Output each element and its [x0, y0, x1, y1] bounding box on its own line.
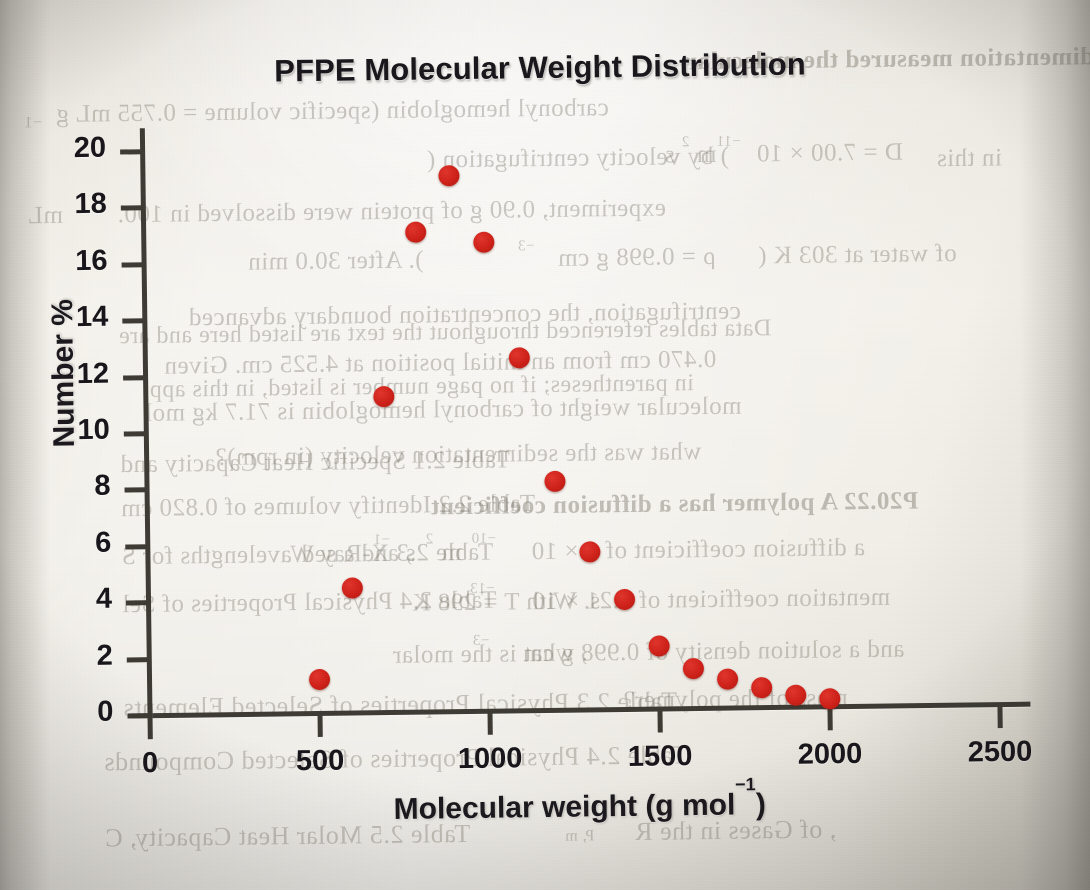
x-axis-tick — [827, 706, 833, 731]
x-axis-tick — [147, 715, 153, 740]
data-point — [508, 347, 530, 369]
y-axis-tick-label: 8 — [94, 470, 111, 503]
data-point — [784, 684, 806, 707]
y-axis-line — [139, 128, 153, 720]
data-point — [648, 635, 670, 658]
x-axis-tick-label: 2500 — [967, 735, 1033, 769]
data-point — [372, 385, 394, 407]
y-axis-tick-label: 14 — [75, 300, 109, 334]
x-axis-tick — [997, 704, 1003, 729]
data-point — [437, 164, 460, 187]
y-axis-tick-label: 6 — [94, 526, 112, 559]
data-point — [543, 470, 566, 493]
y-axis-tick — [126, 600, 151, 606]
x-axis-tick — [487, 710, 493, 735]
y-axis-tick — [123, 431, 148, 437]
x-axis-tick — [317, 712, 323, 737]
y-axis-tick-label: 4 — [95, 582, 113, 616]
y-axis-tick-label: 2 — [96, 639, 113, 672]
y-axis-tick — [123, 374, 148, 381]
data-point — [750, 676, 772, 699]
page-gutter-right-shadow — [1020, 0, 1090, 890]
x-axis-tick-label: 2000 — [797, 737, 863, 771]
y-axis-tick-label: 16 — [75, 244, 108, 277]
x-axis-line — [127, 701, 1031, 719]
x-axis-tick-label: 1500 — [627, 740, 693, 773]
data-point — [308, 668, 330, 690]
y-axis-tick — [125, 543, 150, 550]
y-axis-tick — [126, 656, 151, 663]
data-point — [716, 668, 738, 691]
y-axis-tick-label: 20 — [73, 131, 107, 165]
data-point — [578, 540, 601, 563]
y-axis-tick-label: 12 — [76, 357, 110, 390]
x-axis-tick-label: 0 — [141, 747, 159, 780]
data-point — [341, 577, 363, 600]
y-axis-tick-label: 10 — [77, 413, 110, 447]
x-axis-tick-label: 1000 — [457, 742, 523, 776]
data-point — [472, 232, 494, 254]
data-point — [818, 688, 840, 710]
data-point — [613, 588, 635, 610]
y-axis-tick-label: 18 — [74, 188, 108, 221]
photo-glare — [120, 0, 840, 340]
y-axis-tick — [121, 262, 146, 268]
data-point — [682, 657, 704, 680]
x-axis-tick — [657, 708, 663, 733]
data-point — [404, 221, 426, 243]
y-axis-tick-label: 0 — [97, 695, 114, 728]
y-axis-tick — [122, 318, 147, 324]
y-axis-tick — [120, 149, 145, 155]
page-gutter-left-shadow — [0, 0, 50, 890]
x-axis-tick-label: 500 — [295, 744, 345, 778]
y-axis-tick — [120, 205, 145, 211]
y-axis-tick — [124, 487, 149, 493]
